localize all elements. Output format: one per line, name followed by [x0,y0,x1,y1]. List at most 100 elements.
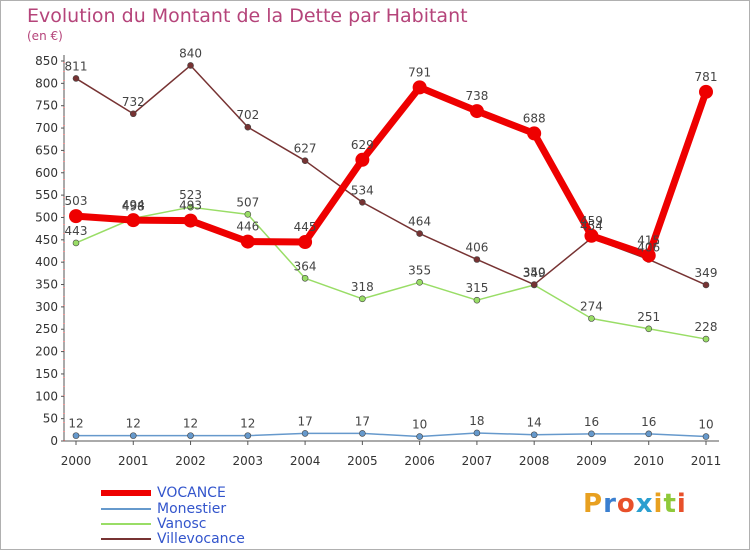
point-monestier [129,432,137,439]
y-tick-label: 100 [35,389,58,403]
data-label-monestier: 18 [469,414,484,428]
y-tick-label: 500 [35,210,58,224]
point-vanosc [416,278,423,286]
point-vanosc [187,203,194,211]
point-vanosc [359,295,366,303]
point-villevocance [416,230,423,237]
data-label-monestier: 16 [584,415,599,429]
x-tick-label: 2002 [175,454,206,468]
data-label-vanosc: 349 [523,266,546,280]
data-label-monestier: 12 [68,417,83,431]
legend-label-villevocance: Villevocance [157,531,245,547]
y-tick-label: 350 [35,278,58,292]
y-axis-ticks: 0 50 100 150 200 250 300 350 400 450 500 550 600 650 7… [35,54,64,448]
chart-title: Evolution du Montant de la Dette par Hab… [27,5,468,27]
point-monestier [416,433,423,440]
series-line-vanosc [75,206,707,340]
point-vocance [641,248,656,263]
point-villevocance [473,256,481,263]
data-label-villevocance: 534 [351,183,374,197]
series-points [69,62,713,440]
legend-swatch-monestier [101,508,151,510]
logo-letter: r [603,489,617,519]
proxiti-logo: Proxiti [583,489,687,519]
y-tick-label: 150 [35,367,58,381]
data-label-vanosc: 507 [236,195,259,209]
data-label-monestier: 12 [240,417,255,431]
y-tick-label: 450 [35,233,58,247]
logo-letter: t [663,489,677,519]
logo-letter: x [635,489,654,519]
series-line-villevocance [75,64,707,286]
point-vocance [584,228,599,243]
data-label-villevocance: 406 [465,240,488,254]
logo-letter: i [676,489,687,519]
x-tick-label: 2005 [347,454,378,468]
point-monestier [530,431,538,439]
data-label-vocance: 688 [523,111,546,125]
data-label-villevocance: 406 [637,240,660,254]
series-lines [72,64,710,438]
point-monestier [473,429,481,437]
data-label-vocance: 494 [122,198,145,212]
point-vanosc [72,239,80,247]
point-monestier [588,430,595,438]
y-tick-label: 250 [35,322,58,336]
data-label-monestier: 10 [412,418,427,432]
data-label-vocance: 781 [695,70,718,84]
point-vocance [126,213,141,228]
point-monestier [244,432,252,439]
series-line-vocance [72,83,710,259]
data-label-villevocance: 811 [65,59,88,73]
point-monestier [187,432,194,439]
point-vanosc [588,315,595,322]
point-villevocance [301,157,309,164]
legend-label-monestier: Monestier [157,501,227,517]
x-tick-label: 2000 [61,454,92,468]
data-label-monestier: 14 [527,416,542,430]
data-label-monestier: 17 [297,414,312,428]
y-tick-label: 0 [50,434,58,448]
data-label-vanosc: 318 [351,280,374,294]
data-label-vocance: 503 [65,194,88,208]
data-label-vocance: 445 [294,220,317,234]
x-tick-label: 2008 [519,454,550,468]
data-label-villevocance: 840 [179,46,202,60]
point-vocance [527,126,542,141]
point-monestier [72,432,80,439]
y-tick-label: 300 [35,300,58,314]
point-villevocance [530,281,538,288]
data-label-monestier: 16 [641,415,656,429]
point-vocance [298,235,313,250]
x-tick-label: 2011 [691,454,722,468]
point-monestier [702,433,710,440]
y-tick-label: 600 [35,166,58,180]
point-vocance [699,84,713,99]
legend-label-vanosc: Vanosc [157,516,207,532]
data-label-monestier: 10 [698,418,713,432]
data-label-vocance: 493 [179,199,202,213]
y-tick-label: 550 [35,188,58,202]
data-label-villevocance: 454 [580,219,603,233]
legend-label-vocance: VOCANCE [157,485,226,501]
data-label-monestier: 12 [183,417,198,431]
point-villevocance [187,62,194,69]
data-label-vocance: 459 [580,214,603,228]
point-vanosc [702,335,710,343]
y-tick-label: 850 [35,54,58,68]
y-tick-label: 700 [35,121,58,135]
legend-swatch-vocance [101,490,151,496]
data-label-vanosc: 228 [695,320,718,334]
data-label-villevocance: 732 [122,95,145,109]
y-tick-label: 750 [35,99,58,113]
y-tick-label: 50 [43,412,58,426]
point-monestier [301,430,309,437]
data-label-vocance: 446 [236,220,259,234]
data-label-vanosc: 251 [637,310,660,324]
point-vocance [412,80,427,95]
point-vocance [469,104,484,119]
point-vocance [240,234,255,249]
point-vanosc [645,325,653,333]
point-vocance [355,152,370,167]
